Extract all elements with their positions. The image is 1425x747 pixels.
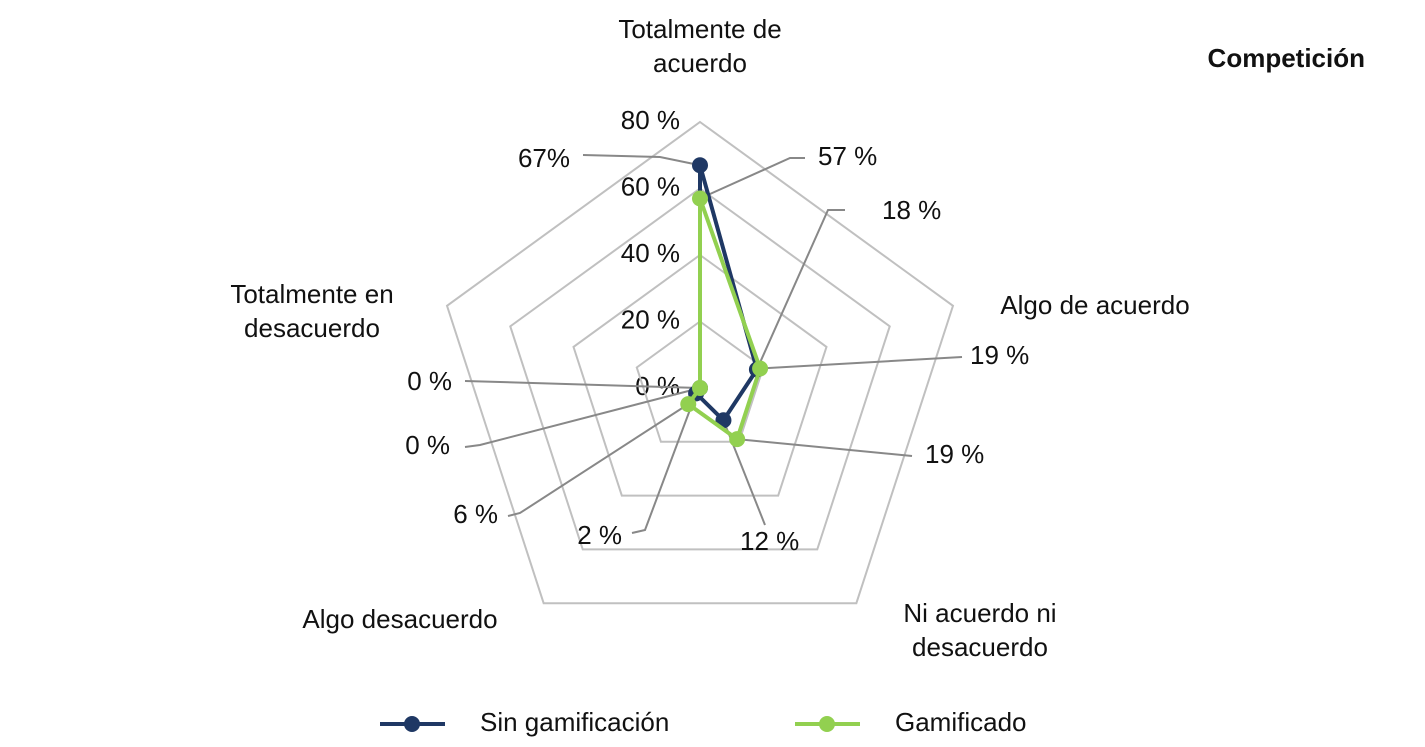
point — [680, 396, 697, 413]
category-label: Totalmente en desacuerdo — [230, 279, 394, 343]
data-label: 0 % — [407, 366, 452, 396]
grid-line — [445, 120, 955, 605]
data-label: 57 % — [818, 141, 877, 171]
point — [692, 380, 708, 396]
category-label: Ni acuerdo ni desacuerdo — [903, 598, 1057, 662]
data-label: 67% — [518, 143, 570, 173]
leader-line — [756, 209, 845, 370]
legend-marker — [819, 716, 835, 732]
point — [752, 360, 769, 377]
category-label: Totalmente de acuerdo — [618, 14, 782, 78]
legend-label: Sin gamificación — [480, 707, 669, 737]
leader-line — [760, 356, 963, 370]
leader-line — [507, 403, 689, 517]
r-tick-label: 40 % — [621, 238, 680, 268]
data-label: 2 % — [577, 520, 622, 550]
category-label: Algo de acuerdo — [1000, 290, 1190, 320]
leader-line — [464, 387, 701, 448]
r-tick-label: 20 % — [621, 304, 680, 334]
point — [729, 431, 746, 448]
legend-label: Gamificado — [895, 707, 1027, 737]
leader-line — [699, 157, 805, 200]
category-label: Algo desacuerdo — [302, 604, 498, 634]
grid-line — [509, 187, 891, 551]
legend-marker — [404, 716, 420, 732]
r-tick-label: 80 % — [621, 105, 680, 135]
data-label: 0 % — [405, 430, 450, 460]
data-label: 19 % — [970, 340, 1029, 370]
leader-line — [737, 438, 913, 457]
chart-title: Competición — [1208, 43, 1365, 73]
point — [692, 157, 708, 174]
grid-line — [572, 253, 828, 497]
leader-line — [582, 154, 701, 167]
point — [692, 190, 708, 207]
series-line — [686, 196, 763, 442]
data-label: 6 % — [453, 499, 498, 529]
data-label: 19 % — [925, 439, 984, 469]
r-tick-label: 60 % — [621, 171, 680, 201]
leader-line — [464, 380, 701, 389]
data-label: 12 % — [740, 526, 799, 556]
data-label: 18 % — [882, 195, 941, 225]
leader-line — [631, 393, 698, 534]
